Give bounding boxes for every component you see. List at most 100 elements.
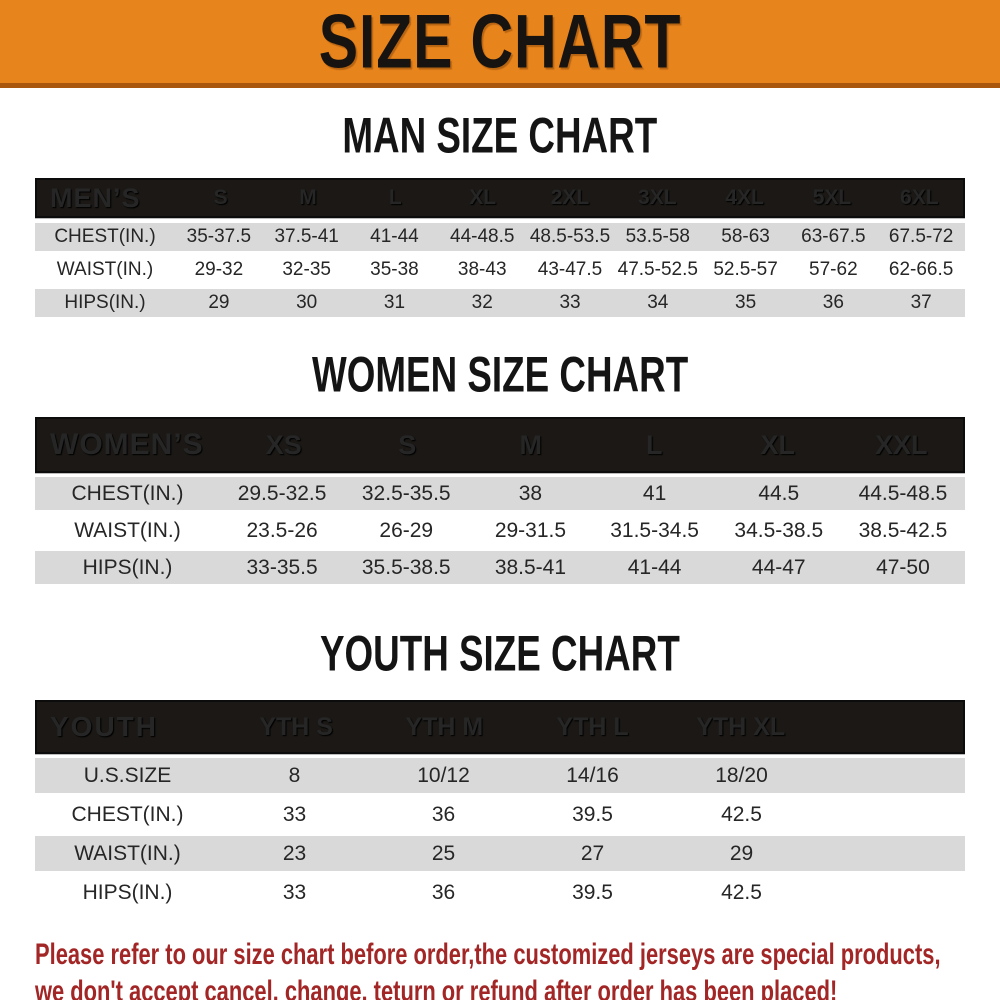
value-cell: 58-63 xyxy=(721,226,770,247)
youth-section-heading: YOUTH SIZE CHART xyxy=(0,624,1000,682)
disclaimer: Please refer to our size chart before or… xyxy=(35,936,1000,1000)
youth-section: YOUTH SIZE CHART YOUTH YTH S YTH M YTH L… xyxy=(0,624,1000,910)
value-cell: 32 xyxy=(471,292,493,313)
value-cell: 29 xyxy=(208,292,230,313)
row-label: HIPS(IN.) xyxy=(64,292,146,313)
value-cell: 47-50 xyxy=(876,555,930,579)
value-cell: 14/16 xyxy=(566,763,619,787)
value-cell: 32-35 xyxy=(282,259,331,280)
value-cell: 33 xyxy=(282,880,307,904)
row-label: HIPS(IN.) xyxy=(82,880,173,904)
youth-section-heading-text: YOUTH SIZE CHART xyxy=(320,624,680,682)
value-cell: 44.5 xyxy=(758,481,800,505)
value-cell: 35-37.5 xyxy=(186,226,252,247)
youth-hips-row: HIPS(IN.) 33 36 39.5 42.5 xyxy=(35,875,965,910)
men-waist-row: WAIST(IN.) 29-32 32-35 35-38 38-43 43-47… xyxy=(35,256,965,284)
row-label: WAIST(IN.) xyxy=(74,518,181,542)
value-cell: 35.5-38.5 xyxy=(361,555,451,579)
women-header-size: XS xyxy=(265,429,302,460)
value-cell: 31 xyxy=(383,292,406,313)
value-cell: 29-31.5 xyxy=(494,518,567,542)
women-header-label: WOMEN’S xyxy=(50,428,204,461)
value-cell: 44-48.5 xyxy=(450,226,515,247)
youth-waist-row: WAIST(IN.) 23 25 27 29 xyxy=(35,836,965,871)
value-cell: 42.5 xyxy=(721,802,762,826)
men-header-size: 5XL xyxy=(812,186,852,209)
women-section: WOMEN SIZE CHART WOMEN’S XS S M L XL XXL… xyxy=(0,345,1000,584)
men-header-size: 4XL xyxy=(725,186,764,209)
youth-header-size: YTH XL xyxy=(696,712,786,741)
value-cell: 42.5 xyxy=(721,880,762,904)
disclaimer-line-1: Please refer to our size chart before or… xyxy=(35,938,941,971)
row-label: HIPS(IN.) xyxy=(82,555,173,579)
value-cell: 23.5-26 xyxy=(246,518,318,542)
youth-header-label: YOUTH xyxy=(50,711,158,742)
men-header-size: XL xyxy=(469,186,497,209)
youth-header-size: YTH S xyxy=(259,712,333,741)
value-cell: 43-47.5 xyxy=(537,259,603,280)
value-cell: 38.5-42.5 xyxy=(858,518,948,542)
women-header-size: M xyxy=(519,429,543,460)
page-title: SIZE CHART xyxy=(318,0,682,84)
men-header-size: M xyxy=(299,186,317,209)
men-table-header-row: MEN’S S M L XL 2XL 3XL 4XL 5XL 6XL xyxy=(35,178,965,218)
youth-chest-row: CHEST(IN.) 33 36 39.5 42.5 xyxy=(35,797,965,832)
youth-ussize-row: U.S.SIZE 8 10/12 14/16 18/20 xyxy=(35,758,965,793)
youth-table-header-row: YOUTH YTH S YTH M YTH L YTH XL xyxy=(35,700,965,754)
row-label: CHEST(IN.) xyxy=(71,481,184,505)
value-cell: 34.5-38.5 xyxy=(734,518,824,542)
men-size-table: MEN’S S M L XL 2XL 3XL 4XL 5XL 6XL CHEST… xyxy=(35,178,965,317)
value-cell: 41-44 xyxy=(370,226,419,247)
row-label: U.S.SIZE xyxy=(83,763,172,787)
men-header-size: 6XL xyxy=(900,186,939,209)
value-cell: 62-66.5 xyxy=(888,259,954,280)
women-header-size: XXL xyxy=(874,429,928,460)
value-cell: 41 xyxy=(642,481,667,505)
men-header-label: MEN’S xyxy=(50,182,141,213)
value-cell: 30 xyxy=(296,292,318,313)
value-cell: 23 xyxy=(282,841,307,865)
value-cell: 29.5-32.5 xyxy=(237,481,327,505)
value-cell: 53.5-58 xyxy=(625,226,691,247)
youth-header-size: YTH M xyxy=(405,712,484,741)
value-cell: 33-35.5 xyxy=(246,555,318,579)
value-cell: 67.5-72 xyxy=(888,226,954,247)
women-section-heading: WOMEN SIZE CHART xyxy=(0,345,1000,403)
value-cell: 34 xyxy=(647,292,669,313)
women-size-table: WOMEN’S XS S M L XL XXL CHEST(IN.) 29.5-… xyxy=(35,417,965,584)
women-header-size: L xyxy=(646,429,663,460)
value-cell: 29-32 xyxy=(194,259,244,280)
value-cell: 36 xyxy=(822,292,844,313)
value-cell: 48.5-53.5 xyxy=(529,226,611,247)
row-label: CHEST(IN.) xyxy=(54,226,156,247)
men-section-heading-text: MAN SIZE CHART xyxy=(342,106,658,164)
men-hips-row: HIPS(IN.) 29 30 31 32 33 34 35 36 37 xyxy=(35,289,965,317)
value-cell: 57-62 xyxy=(809,259,858,280)
youth-header-size: YTH L xyxy=(556,712,629,741)
value-cell: 29 xyxy=(729,841,754,865)
value-cell: 39.5 xyxy=(572,802,613,826)
value-cell: 44.5-48.5 xyxy=(858,481,948,505)
value-cell: 37.5-41 xyxy=(274,226,339,247)
value-cell: 31.5-34.5 xyxy=(610,518,699,542)
value-cell: 10/12 xyxy=(417,763,470,787)
men-header-size: L xyxy=(388,186,402,209)
women-section-heading-text: WOMEN SIZE CHART xyxy=(311,345,689,403)
value-cell: 35 xyxy=(735,292,757,313)
value-cell: 25 xyxy=(431,841,456,865)
value-cell: 52.5-57 xyxy=(713,259,778,280)
value-cell: 33 xyxy=(282,802,307,826)
men-chest-row: CHEST(IN.) 35-37.5 37.5-41 41-44 44-48.5… xyxy=(35,223,965,251)
women-hips-row: HIPS(IN.) 33-35.5 35.5-38.5 38.5-41 41-4… xyxy=(35,551,965,584)
men-header-size: S xyxy=(213,186,228,209)
men-header-size: 3XL xyxy=(638,186,677,209)
value-cell: 38.5-41 xyxy=(494,555,567,579)
value-cell: 38-43 xyxy=(457,259,507,280)
value-cell: 8 xyxy=(288,763,301,787)
value-cell: 26-29 xyxy=(379,518,434,542)
value-cell: 33 xyxy=(559,292,581,313)
women-table-header-row: WOMEN’S XS S M L XL XXL xyxy=(35,417,965,473)
value-cell: 39.5 xyxy=(572,880,613,904)
value-cell: 63-67.5 xyxy=(801,226,866,247)
